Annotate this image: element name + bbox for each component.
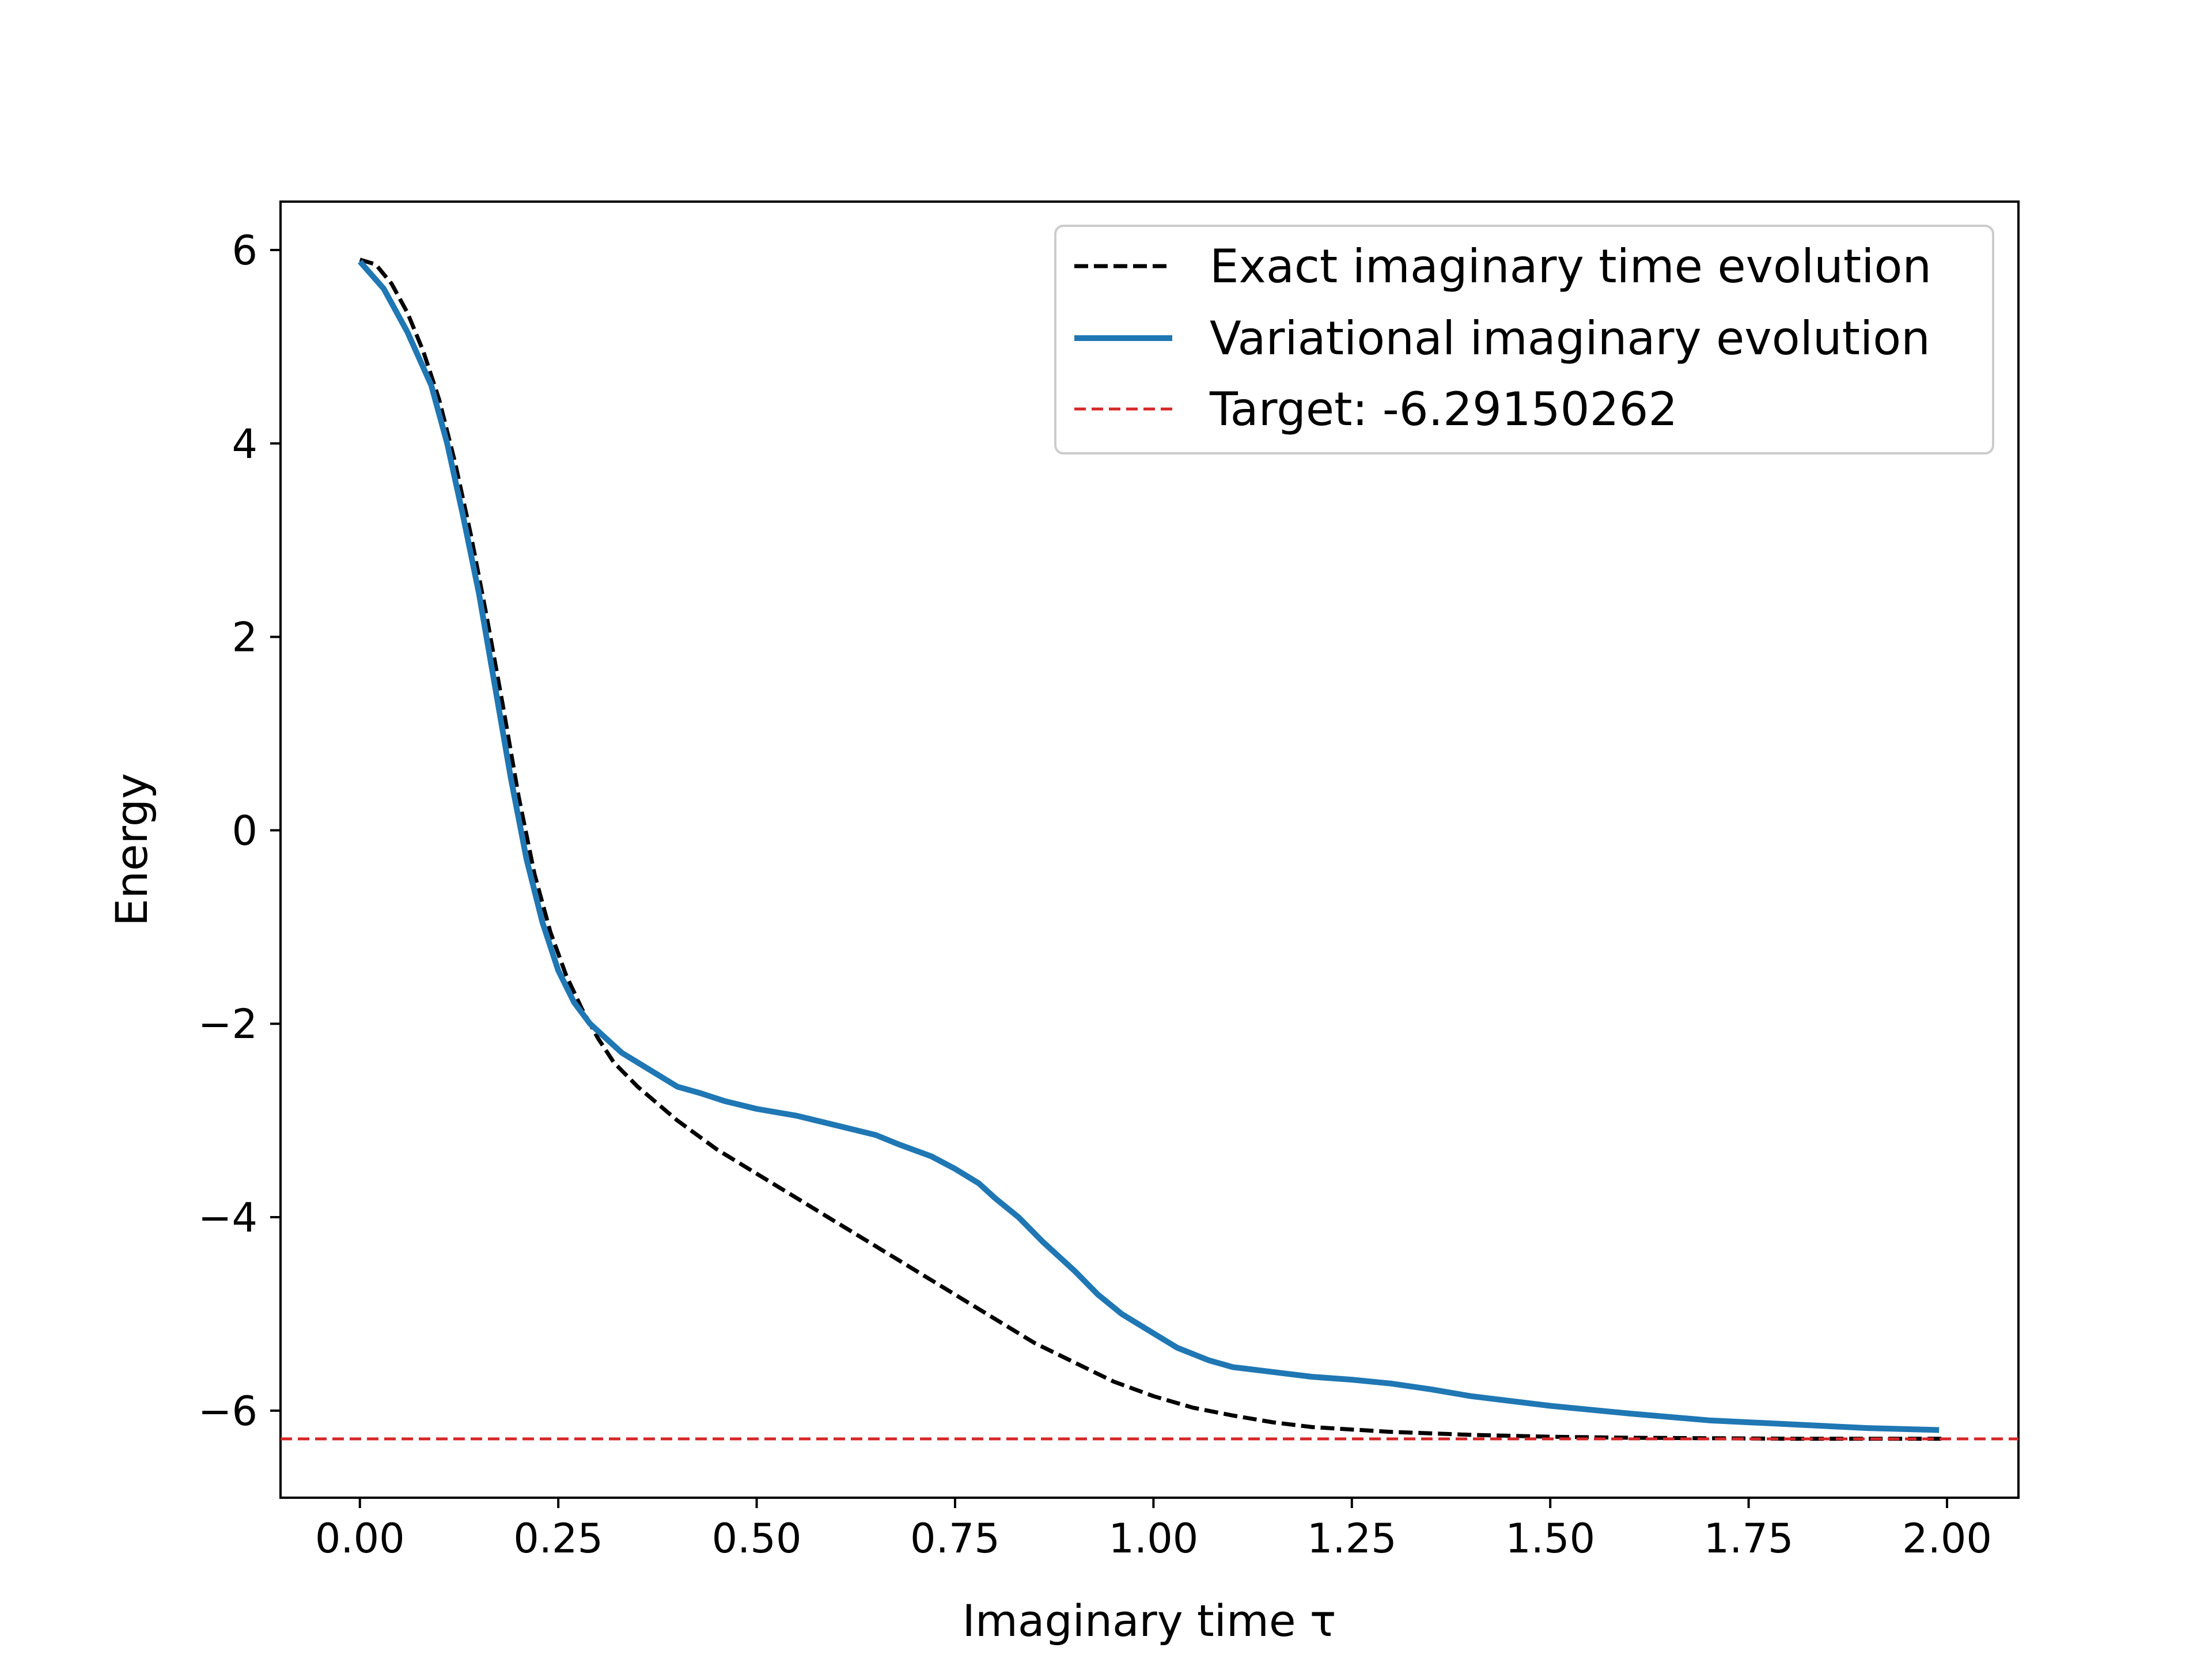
exact-evolution-line (359, 257, 1947, 1441)
legend-box (1054, 225, 1994, 454)
x-axis-ticks: 0.00 0.25 0.50 0.75 1.00 1.25 1.50 1.75 2.00 (315, 1498, 1992, 1562)
x-tick-label: 1.75 (1704, 1515, 1794, 1562)
legend-label-target: Target: -6.29150262 (1209, 382, 1677, 436)
x-tick-label: 0.50 (712, 1515, 802, 1562)
legend: Exact imaginary time evolution Variation… (1054, 225, 1994, 454)
legend-label-variational: Variational imaginary evolution (1210, 312, 1930, 365)
legend-label-exact: Exact imaginary time evolution (1210, 240, 1931, 293)
series-layer (281, 257, 2018, 1441)
y-tick-label: −6 (198, 1388, 257, 1435)
x-tick-label: 0.75 (910, 1515, 1000, 1562)
y-axis-ticks: −6 −4 −2 0 2 4 6 (198, 227, 281, 1435)
x-tick-label: 1.25 (1307, 1515, 1397, 1562)
y-tick-label: −2 (198, 1001, 257, 1048)
x-tick-label: 0.00 (315, 1515, 405, 1562)
x-tick-label: 2.00 (1902, 1515, 1992, 1562)
y-tick-label: 2 (232, 614, 257, 661)
y-tick-label: 0 (232, 807, 257, 854)
variational-evolution-line (358, 259, 1940, 1433)
x-tick-label: 1.50 (1505, 1515, 1595, 1562)
x-tick-label: 0.25 (513, 1515, 603, 1562)
y-tick-label: −4 (198, 1194, 257, 1241)
plot-area-frame (279, 200, 2020, 1499)
x-tick-label: 1.00 (1108, 1515, 1198, 1562)
x-axis-label: Imaginary time τ (962, 1595, 1336, 1646)
y-tick-label: 6 (232, 227, 257, 274)
y-axis-label: Energy (106, 773, 157, 926)
y-tick-label: 4 (232, 421, 257, 468)
